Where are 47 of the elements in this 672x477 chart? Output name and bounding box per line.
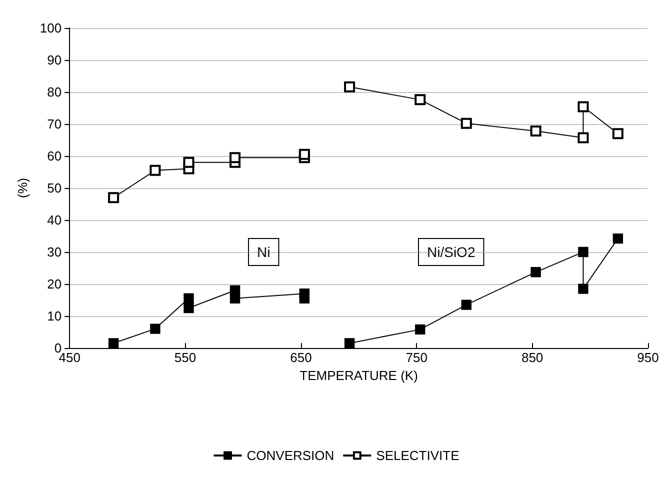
- annotation: Ni/SiO2: [427, 244, 476, 260]
- y-tick-label: 30: [47, 244, 62, 260]
- y-tick-label: 20: [47, 276, 62, 292]
- point: [108, 192, 120, 204]
- legend-label: SELECTIVITE: [376, 448, 460, 463]
- x-tick-label: 850: [521, 350, 544, 365]
- point: [578, 284, 588, 294]
- point: [415, 324, 426, 335]
- point: [108, 338, 119, 348]
- point: [578, 101, 589, 112]
- point: [230, 152, 241, 164]
- y-tick-label: 80: [47, 84, 62, 100]
- point: [612, 233, 624, 244]
- y-tick-label: 0: [54, 340, 62, 356]
- point: [612, 128, 624, 140]
- legend-label: CONVERSION: [246, 448, 334, 463]
- y-tick-label: 90: [47, 52, 62, 68]
- point: [184, 302, 194, 314]
- point: [298, 148, 310, 160]
- point: [414, 94, 426, 106]
- point: [530, 267, 541, 278]
- y-tick-label: 60: [47, 148, 62, 164]
- x-axis-title: TEMPERATURE (K): [300, 368, 418, 383]
- x-tick-label: 550: [174, 350, 196, 365]
- x-tick-label: 950: [637, 350, 659, 365]
- annotation: Ni: [257, 244, 270, 260]
- y-tick-label: 40: [47, 212, 62, 228]
- y-axis-title: (%): [15, 178, 30, 198]
- point: [183, 156, 194, 168]
- point: [344, 338, 355, 348]
- y-tick-label: 100: [40, 20, 62, 36]
- point: [578, 132, 589, 144]
- x-tick-label: 650: [290, 350, 312, 365]
- y-tick-label: 50: [47, 180, 62, 196]
- point: [461, 300, 472, 310]
- point: [150, 164, 161, 176]
- point: [150, 324, 160, 334]
- y-tick-label: 10: [47, 308, 62, 324]
- point: [578, 246, 588, 258]
- y-tick-label: 70: [47, 116, 62, 132]
- point: [299, 293, 310, 304]
- point: [460, 118, 472, 129]
- point: [344, 81, 356, 92]
- point: [530, 126, 542, 137]
- x-tick-label: 750: [406, 350, 428, 365]
- point: [184, 293, 194, 304]
- point: [230, 293, 240, 304]
